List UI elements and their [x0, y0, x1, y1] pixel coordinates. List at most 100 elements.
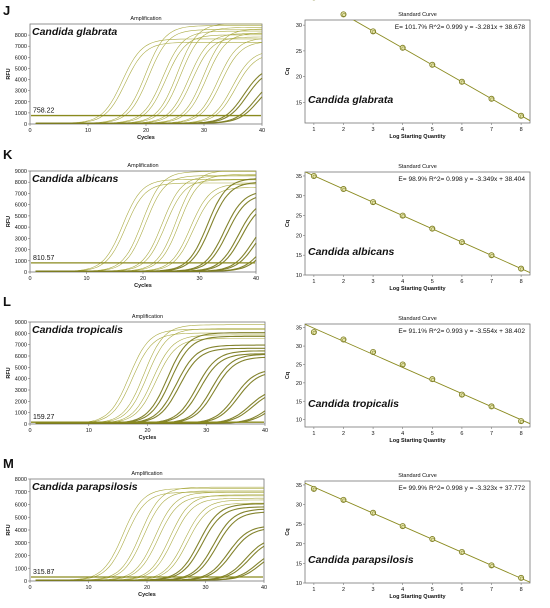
- amplification-curve: [35, 96, 263, 124]
- standard-curve-y-tick-label: 20: [296, 75, 302, 81]
- amplification-y-tick-label: 6000: [15, 354, 27, 360]
- data-point: [458, 549, 465, 556]
- standard-curve-y-tick-label: 25: [296, 522, 302, 528]
- amplification-y-tick-label: 2000: [15, 100, 27, 106]
- standard-curve-x-tick-label: 5: [431, 127, 434, 133]
- data-point: [488, 95, 495, 102]
- threshold-label: 810.57: [33, 255, 55, 262]
- standard-curve-x-tick-label: 6: [460, 431, 463, 437]
- data-point: [488, 252, 495, 259]
- standard-curve-x-tick-label: 8: [520, 127, 523, 133]
- data-point: [458, 78, 465, 85]
- fit-equation: E= 99.9% R^2= 0.998 y = -3.323x + 37.772: [398, 485, 525, 492]
- amplification-y-tick-label: 2000: [15, 248, 27, 254]
- amplification-y-tick-label: 2000: [15, 554, 27, 560]
- standard-curve-x-tick-label: 1: [312, 587, 315, 593]
- amplification-y-tick-label: 8000: [15, 180, 27, 186]
- amplification-y-tick-label: 4000: [15, 78, 27, 84]
- amplification-x-tick-label: 40: [253, 276, 259, 282]
- threshold-label: 315.87: [33, 569, 55, 576]
- amplification-y-tick-label: 0: [24, 422, 27, 428]
- amplification-x-tick-label: 20: [143, 128, 149, 134]
- amplification-y-tick-label: 5000: [15, 214, 27, 220]
- amplification-chart: Amplification 0 1000 2000 3000 4000 5000 6000 70…: [6, 16, 265, 141]
- amplification-x-tick-label: 0: [28, 128, 31, 134]
- amplification-x-tick-label: 0: [28, 585, 31, 591]
- data-point: [488, 562, 495, 569]
- amplification-x-axis-label: Cycles: [138, 592, 156, 598]
- standard-curve-y-tick-label: 15: [296, 253, 302, 259]
- standard-curve-x-tick-label: 1: [312, 431, 315, 437]
- data-point: [399, 44, 406, 51]
- amplification-y-tick-label: 3000: [15, 541, 27, 547]
- data-point: [340, 11, 347, 18]
- standard-curve-x-tick-label: 1: [312, 279, 315, 285]
- standard-curve-y-tick-label: 10: [296, 418, 302, 424]
- standard-curve-plot-area: [304, 171, 531, 276]
- data-point: [370, 28, 377, 35]
- amplification-title: Amplification: [132, 314, 163, 320]
- standard-curve-x-tick-label: 8: [520, 431, 523, 437]
- amplification-y-axis-label: RFU: [6, 524, 12, 535]
- data-point: [340, 496, 347, 503]
- data-point-replicate: [401, 46, 406, 51]
- standard-curve-chart: Standard Curve 10 15 20 25 30 35 1 2 3 4 5 6 7 8 Log St…: [285, 316, 531, 444]
- data-point-replicate: [460, 240, 465, 245]
- amplification-y-tick-label: 8000: [15, 331, 27, 337]
- standard-curve-x-tick-label: 4: [401, 587, 404, 593]
- data-point: [429, 376, 436, 383]
- species-label: Candida parapsilosis: [32, 481, 138, 493]
- amplification-y-tick-label: 4000: [15, 225, 27, 231]
- data-point: [429, 536, 436, 543]
- fit-equation: E= 101.7% R^2= 0.999 y = -3.281x + 38.67…: [395, 24, 526, 31]
- amplification-x-axis-label: Cycles: [139, 435, 157, 441]
- standard-curve-y-tick-label: 10: [296, 581, 302, 587]
- amplification-y-tick-label: 3000: [15, 89, 27, 95]
- amplification-y-tick-label: 6000: [15, 503, 27, 509]
- data-point-replicate: [519, 576, 524, 581]
- amplification-y-tick-label: 8000: [15, 33, 27, 39]
- standard-curve-title: Standard Curve: [398, 164, 437, 170]
- amplification-y-axis-label: RFU: [6, 216, 12, 227]
- data-point-replicate: [401, 363, 406, 367]
- amplification-x-tick-label: 40: [261, 585, 267, 591]
- amplification-plot-area: [29, 170, 257, 273]
- amplification-x-tick-label: 0: [28, 276, 31, 282]
- standard-curve-x-tick-label: 2: [342, 431, 345, 437]
- standard-curve-x-axis-label: Log Starting Quantity: [389, 594, 446, 600]
- standard-curve-x-tick-label: 6: [460, 587, 463, 593]
- data-point: [518, 574, 525, 581]
- standard-curve-y-axis-label: Cq: [285, 68, 291, 75]
- panel-letter: M: [3, 456, 14, 471]
- standard-curve-x-axis-label: Log Starting Quantity: [389, 134, 446, 140]
- amplification-x-tick-label: 0: [28, 428, 31, 434]
- amplification-x-tick-label: 30: [203, 428, 209, 434]
- standard-curve-y-tick-label: 30: [296, 194, 302, 200]
- standard-curve-chart: Standard Curve 10 15 20 25 30 35 1 2 3 4 5 6 7 8 Log St…: [285, 164, 531, 292]
- amplification-x-axis-label: Cycles: [137, 135, 155, 141]
- amplification-y-tick-label: 5000: [15, 515, 27, 521]
- amplification-y-tick-label: 5000: [15, 66, 27, 72]
- standard-curve-y-tick-label: 30: [296, 23, 302, 29]
- amplification-curve: [35, 259, 257, 272]
- standard-curve-x-tick-label: 8: [520, 279, 523, 285]
- amplification-curve: [35, 412, 266, 424]
- standard-curve-y-tick-label: 10: [296, 273, 302, 279]
- data-point-replicate: [342, 498, 346, 503]
- standard-curve-x-tick-label: 5: [431, 279, 434, 285]
- amplification-title: Amplification: [131, 471, 162, 477]
- standard-curve-y-tick-label: 25: [296, 214, 302, 220]
- standard-curve-y-tick-label: 20: [296, 233, 302, 239]
- data-point: [458, 391, 465, 398]
- amplification-x-tick-label: 10: [85, 585, 91, 591]
- amplification-curves: [35, 23, 263, 124]
- standard-curve-x-tick-label: 4: [401, 279, 404, 285]
- data-point-replicate: [519, 114, 524, 119]
- data-point-replicate: [371, 200, 376, 205]
- data-point-replicate: [490, 253, 494, 258]
- standard-curve-plot-area: [304, 19, 531, 124]
- data-point-replicate: [371, 30, 376, 34]
- amplification-y-tick-label: 8000: [15, 477, 27, 483]
- standard-curve-x-tick-label: 4: [401, 431, 404, 437]
- standard-curve-x-tick-label: 2: [342, 127, 345, 133]
